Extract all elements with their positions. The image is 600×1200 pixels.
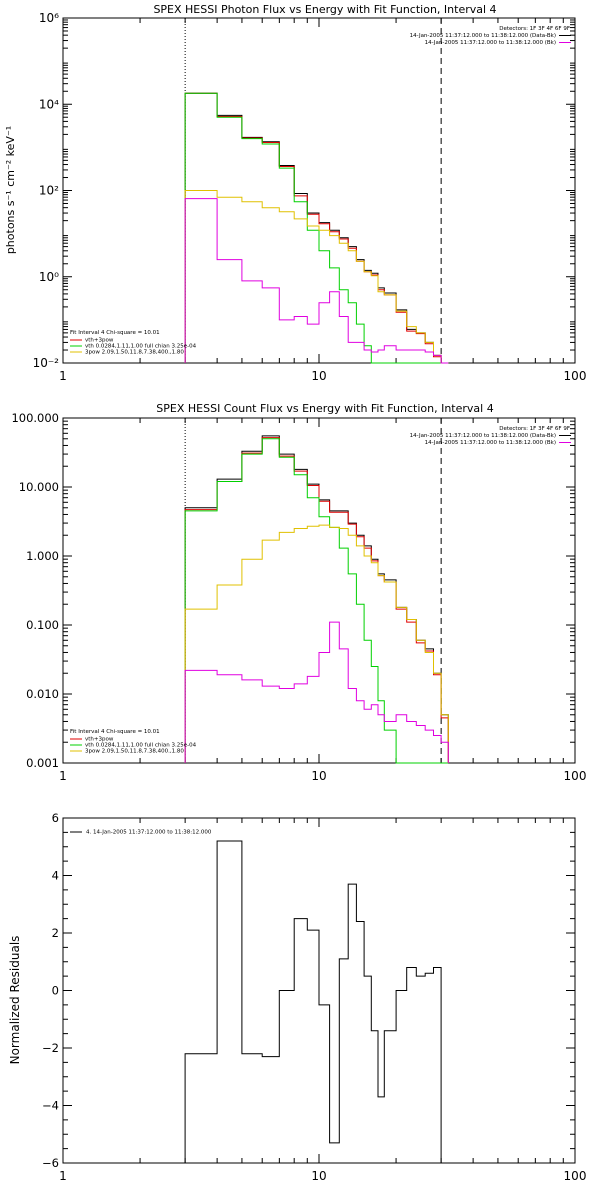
count-series-line-3 bbox=[184, 524, 449, 763]
residuals-x-tick-label-1: 10 bbox=[311, 1169, 326, 1183]
photon-legend-entry-data: 14-Jan-2005 11:37:12.000 to 11:38:12.000… bbox=[410, 33, 556, 39]
count-fit-entry-total: vth+3pow bbox=[85, 737, 114, 743]
count-legend-bottom-left: Fit Interval 4 Chi-square = 10.01 vth+3p… bbox=[70, 729, 197, 755]
count-y-tick-label-3: 1.000 bbox=[26, 549, 59, 563]
residuals-y-tick-label-6: 6 bbox=[52, 811, 59, 825]
photon-y-axis-label: photons s⁻¹ cm⁻² keV⁻¹ bbox=[4, 126, 17, 254]
count-series-line-0 bbox=[184, 435, 449, 763]
residuals-y-axis-label: Normalized Residuals bbox=[8, 936, 22, 1065]
count-legend-entry-data: 14-Jan-2005 11:37:12.000 to 11:38:12.000… bbox=[410, 433, 556, 439]
photon-series-line-4 bbox=[184, 198, 449, 364]
residuals-y-tick-label-0: −6 bbox=[42, 1156, 59, 1170]
count-legend-entry-bk: 14-Jan-2005 11:37:12.000 to 11:38:12.000… bbox=[425, 440, 556, 446]
count-x-tick-label-0: 1 bbox=[59, 769, 67, 783]
photon-marker-lines bbox=[184, 18, 442, 363]
photon-series-group bbox=[184, 92, 449, 364]
residuals-x-tick-label-2: 100 bbox=[564, 1169, 587, 1183]
residuals-y-tick-label-4: 2 bbox=[52, 926, 59, 940]
count-axis-ticks: 1 10 100 0.001 0.010 0.100 1.000 10.000 100.000 bbox=[11, 411, 586, 783]
count-fit-entry-vth: vth 0.0284,1.11,1.00 full chian 3.25e-04 bbox=[85, 743, 197, 749]
photon-series-line-1 bbox=[184, 92, 449, 364]
photon-chart-title: SPEX HESSI Photon Flux vs Energy with Fi… bbox=[153, 3, 496, 16]
photon-y-tick-label-0: 10⁻² bbox=[33, 356, 60, 370]
count-x-tick-label-1: 10 bbox=[311, 769, 326, 783]
photon-x-tick-label-2: 100 bbox=[564, 369, 587, 383]
count-y-tick-label-2: 0.100 bbox=[26, 618, 59, 632]
residuals-panel: Normalized Residuals 1 10 100 −6 −4 −2 0 2 4 6 4.… bbox=[8, 811, 586, 1183]
count-flux-panel: SPEX HESSI Count Flux vs Energy with Fit… bbox=[11, 402, 586, 783]
count-y-tick-label-1: 0.010 bbox=[26, 687, 59, 701]
photon-fit-entry-vth: vth 0.0284,1.11,1.00 full chian 3.25e-04 bbox=[85, 344, 197, 350]
count-fit-header: Fit Interval 4 Chi-square = 10.01 bbox=[70, 729, 160, 735]
count-x-tick-label-2: 100 bbox=[564, 769, 587, 783]
count-fit-entry-3pow: 3pow 2.09,1.50,11.8,7.38,400.,1.80 bbox=[85, 749, 184, 755]
residuals-legend-entry: 4. 14-Jan-2005 11:37:12.000 to 11:38:12.… bbox=[86, 830, 212, 836]
residuals-y-tick-label-3: 0 bbox=[52, 984, 59, 998]
photon-series-line-0 bbox=[184, 92, 449, 364]
photon-fit-entry-3pow: 3pow 2.09,1.50,11.8,7.38,400.,1.80 bbox=[85, 350, 184, 356]
residuals-legend: 4. 14-Jan-2005 11:37:12.000 to 11:38:12.… bbox=[70, 830, 212, 836]
photon-y-tick-label-2: 10² bbox=[39, 184, 59, 198]
count-y-tick-label-5: 100.000 bbox=[11, 411, 59, 425]
photon-fit-entry-total: vth+3pow bbox=[85, 338, 114, 344]
residuals-series-line-0 bbox=[184, 840, 442, 1163]
photon-y-tick-label-1: 10⁰ bbox=[39, 270, 59, 284]
photon-fit-header: Fit Interval 4 Chi-square = 10.01 bbox=[70, 330, 160, 336]
photon-x-tick-label-1: 10 bbox=[311, 369, 326, 383]
photon-axis-ticks: 1 10 100 10⁻² 10⁰ 10² 10⁴ 10⁶ bbox=[33, 11, 587, 383]
photon-y-tick-label-3: 10⁴ bbox=[39, 97, 59, 111]
photon-series-line-3 bbox=[184, 190, 449, 364]
photon-legend-bottom-left: Fit Interval 4 Chi-square = 10.01 vth+3p… bbox=[70, 330, 197, 356]
count-legend-header: Detectors: 1F 3F 4F 6F 9F bbox=[499, 426, 570, 432]
residuals-y-tick-label-1: −4 bbox=[42, 1099, 59, 1113]
photon-x-tick-label-0: 1 bbox=[59, 369, 67, 383]
residuals-axis-ticks: 1 10 100 −6 −4 −2 0 2 4 6 bbox=[42, 811, 586, 1183]
count-plot-frame bbox=[62, 417, 576, 764]
count-legend-top-right: Detectors: 1F 3F 4F 6F 9F 14-Jan-2005 11… bbox=[410, 426, 571, 446]
count-y-tick-label-4: 10.000 bbox=[19, 480, 59, 494]
count-series-line-4 bbox=[184, 621, 449, 763]
count-y-tick-label-0: 0.001 bbox=[26, 756, 59, 770]
residuals-x-tick-label-0: 1 bbox=[59, 1169, 67, 1183]
residuals-y-tick-label-2: −2 bbox=[42, 1041, 59, 1055]
count-series-line-2 bbox=[184, 438, 449, 764]
photon-series-line-2 bbox=[184, 92, 449, 364]
count-series-group bbox=[184, 435, 449, 764]
photon-legend-header: Detectors: 1F 3F 4F 6F 9F bbox=[499, 26, 570, 32]
residuals-y-tick-label-5: 4 bbox=[52, 869, 59, 883]
residuals-series-group bbox=[184, 840, 442, 1163]
photon-flux-panel: SPEX HESSI Photon Flux vs Energy with Fi… bbox=[4, 3, 586, 383]
photon-legend-top-right: Detectors: 1F 3F 4F 6F 9F 14-Jan-2005 11… bbox=[410, 26, 571, 46]
count-series-line-1 bbox=[184, 437, 449, 763]
count-chart-title: SPEX HESSI Count Flux vs Energy with Fit… bbox=[156, 402, 493, 415]
photon-legend-entry-bk: 14-Jan-2005 11:37:12.000 to 11:38:12.000… bbox=[425, 40, 556, 46]
photon-y-tick-label-4: 10⁶ bbox=[39, 11, 59, 25]
count-marker-lines bbox=[184, 418, 442, 763]
